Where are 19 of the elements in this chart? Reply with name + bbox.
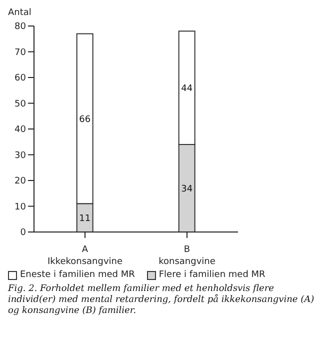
y-tick-label: 50 [14,99,26,110]
data-label: 44 [181,84,193,94]
y-tick-label: 20 [14,176,26,187]
y-tick-label: 30 [14,150,26,161]
x-tick-label: A Ikkekonsangvine [47,245,123,267]
data-label: 11 [79,214,91,224]
y-tick-label: 0 [20,228,26,238]
data-label: 66 [79,114,91,125]
caption: Fig. 2. Forholdet mellem familier med et henholdsvis flere individ(er) med mental retardering, fordelt på ikkekonsangvine (A) og konsangvine (B) familier. [8,284,315,317]
y-tick-label: 40 [14,125,26,136]
x-tick-label: B konsangvine [158,245,216,267]
y-tick-label: 80 [14,22,26,32]
y-axis-title: Antal [8,8,32,18]
legend-label: Flere i familien med MR [158,270,266,280]
y-tick-label: 70 [14,48,26,58]
data-label: 34 [181,184,193,194]
y-tick-label: 10 [14,202,26,212]
legend-label: Eneste i familien med MR [20,270,135,280]
y-tick-label: 60 [14,74,26,84]
